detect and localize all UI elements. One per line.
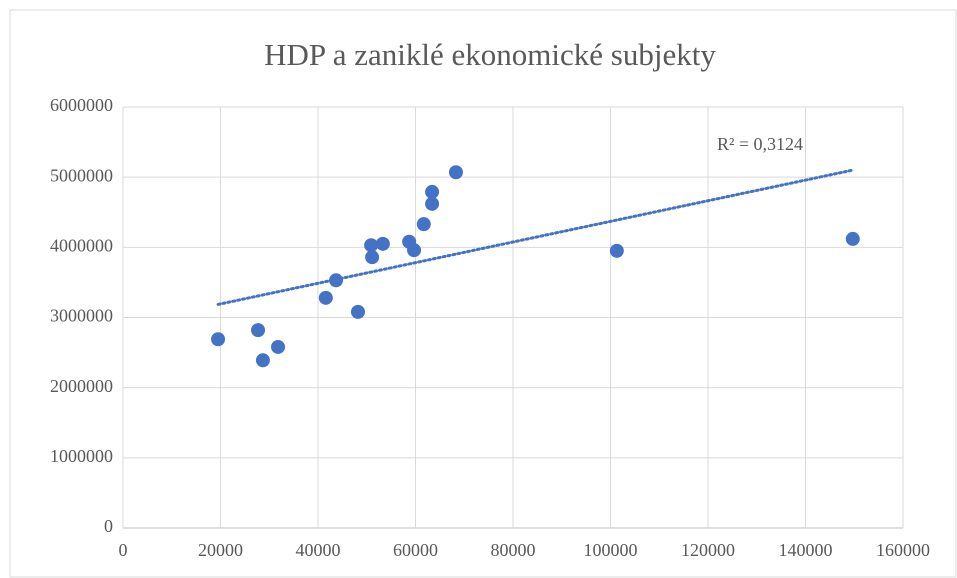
point <box>350 304 365 319</box>
point <box>255 353 270 368</box>
x-tick-label: 100000 <box>584 540 638 560</box>
point <box>318 290 333 305</box>
point <box>271 339 286 354</box>
y-tick-label: 4000000 <box>50 235 113 255</box>
x-tick-label: 20000 <box>198 540 243 560</box>
x-tick-label: 120000 <box>681 540 735 560</box>
y-tick-label: 1000000 <box>50 446 113 466</box>
y-tick-label: 2000000 <box>50 376 113 396</box>
x-tick-label: 160000 <box>876 540 930 560</box>
point <box>251 323 266 338</box>
y-tick-label: 6000000 <box>50 95 113 115</box>
x-tick-label: 80000 <box>491 540 536 560</box>
point <box>211 332 226 347</box>
point <box>425 196 440 211</box>
x-tick-label: 60000 <box>393 540 438 560</box>
y-tick-label: 5000000 <box>50 165 113 185</box>
y-tick-label: 3000000 <box>50 306 113 326</box>
point <box>407 243 422 258</box>
x-tick-label: 40000 <box>296 540 341 560</box>
chart-border <box>9 9 957 578</box>
point <box>365 250 380 265</box>
point <box>329 273 344 288</box>
point <box>609 243 624 258</box>
y-tick-label: 0 <box>104 516 113 536</box>
point <box>448 165 463 180</box>
point <box>375 236 390 251</box>
trendline <box>216 168 855 306</box>
x-tick-label: 140000 <box>779 540 833 560</box>
point <box>845 231 860 246</box>
point <box>425 184 440 199</box>
point <box>416 217 431 232</box>
chart-title: HDP a zaniklé ekonomické subjekty <box>264 37 716 72</box>
x-tick-label: 0 <box>119 540 128 560</box>
point <box>364 238 379 253</box>
annotation: R² = 0,3124 <box>717 134 803 154</box>
